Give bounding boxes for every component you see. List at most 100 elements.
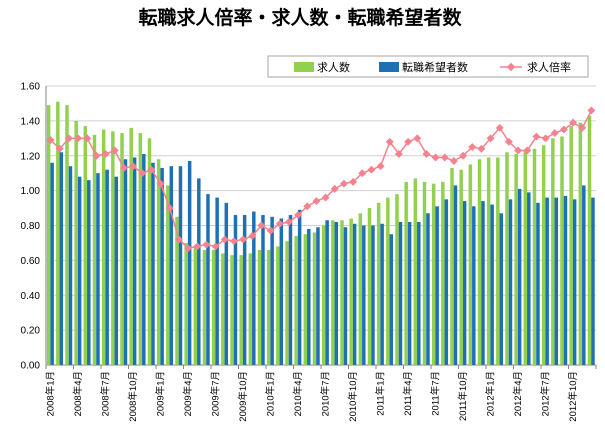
ratio-marker — [422, 150, 431, 158]
ratio-marker — [468, 143, 477, 151]
bar-job-openings — [248, 253, 253, 365]
bar-job-seekers — [123, 159, 128, 365]
bar-job-seekers — [362, 225, 366, 365]
bar-job-seekers — [536, 202, 540, 365]
ratio-marker — [449, 157, 458, 165]
bar-job-openings — [468, 164, 473, 365]
bar-job-seekers — [545, 197, 549, 365]
bar-job-seekers — [380, 223, 384, 365]
bar-job-openings — [331, 220, 335, 365]
ratio-marker — [74, 134, 83, 143]
ratio-marker — [275, 219, 284, 228]
bar-job-seekers — [151, 162, 155, 365]
bar-job-seekers — [215, 197, 219, 365]
x-tick-label: 2008年1月 — [45, 371, 57, 416]
ratio-marker — [532, 132, 541, 141]
bar-job-openings — [193, 246, 198, 365]
ratio-marker — [504, 137, 513, 146]
ratio-marker — [541, 134, 550, 143]
ratio-line — [46, 106, 596, 253]
bar-job-seekers — [307, 228, 311, 365]
ratio-marker — [431, 153, 440, 162]
bar-job-openings — [340, 220, 344, 365]
x-tick-label: 2009年1月 — [155, 371, 167, 416]
ratio-marker — [110, 146, 119, 155]
bar-job-openings — [386, 197, 390, 365]
bar-job-openings — [431, 183, 436, 365]
bar-job-seekers — [490, 204, 494, 365]
ratio-marker — [559, 125, 568, 134]
bar-job-openings — [450, 167, 454, 365]
bar-job-openings — [367, 208, 372, 365]
ratio-marker — [266, 226, 275, 235]
x-tick-label: 2012年10月 — [567, 371, 579, 422]
ratio-marker — [138, 169, 147, 178]
y-tick-label: 1.40 — [21, 116, 41, 127]
x-tick-label: 2009年7月 — [210, 371, 222, 416]
bar-job-openings — [266, 249, 271, 365]
x-tick-label: 2011年1月 — [375, 371, 387, 416]
ratio-marker — [477, 144, 486, 153]
bar-job-openings — [74, 120, 78, 365]
y-tick-label: 1.00 — [21, 186, 41, 197]
bar-job-seekers — [96, 173, 100, 365]
legend-label-job-seekers: 転職希望者数 — [402, 60, 468, 74]
bar-job-seekers — [508, 199, 513, 365]
ratio-marker — [514, 146, 523, 155]
bar-job-seekers — [444, 199, 449, 365]
ratio-marker — [486, 134, 495, 143]
bar-job-seekers — [334, 222, 339, 365]
ratio-marker — [248, 232, 257, 240]
x-axis: 2008年1月 2008年4月 2008年7月 2008年10月 2009年1月 2009… — [45, 365, 597, 422]
bar-job-seekers — [398, 222, 403, 365]
bar-job-openings — [569, 126, 573, 365]
ratio-marker — [413, 134, 422, 143]
ratio-marker — [55, 144, 64, 153]
y-tick-label: 0.80 — [21, 221, 41, 232]
bar-job-seekers — [142, 154, 146, 365]
bar-job-openings — [147, 138, 152, 365]
legend-box — [267, 55, 589, 78]
y-tick-label: 0.40 — [21, 291, 41, 302]
ratio-marker — [358, 169, 367, 178]
legend-swatch-job-openings — [294, 62, 314, 72]
bar-job-openings — [202, 249, 207, 365]
bar-job-openings — [459, 169, 463, 365]
bar-job-seekers — [481, 201, 485, 365]
ratio-marker — [83, 134, 92, 143]
y-tick-label: 0.00 — [21, 361, 41, 372]
bar-job-openings — [496, 157, 500, 365]
x-tick-label: 2010年4月 — [292, 371, 304, 416]
ratio-marker — [367, 165, 376, 174]
bar-job-openings — [221, 253, 225, 365]
bar-job-seekers — [197, 178, 201, 365]
gridlines — [46, 85, 596, 366]
ratio-marker — [312, 197, 321, 206]
bar-job-openings — [514, 154, 518, 365]
ratio-marker — [459, 151, 468, 160]
ratio-marker — [184, 244, 193, 253]
bar-job-openings — [285, 241, 289, 365]
bar-job-openings — [276, 246, 280, 365]
bar-job-openings — [587, 115, 592, 365]
x-tick-label: 2008年4月 — [72, 371, 84, 416]
bar-job-openings — [101, 129, 106, 365]
y-tick-label: 1.20 — [21, 151, 41, 162]
bar-job-seekers — [187, 160, 192, 365]
bar-job-seekers — [435, 206, 439, 365]
bar-job-openings — [532, 148, 537, 365]
bar-job-seekers — [132, 157, 137, 365]
ratio-marker — [211, 242, 220, 251]
y-tick-label: 0.20 — [21, 326, 41, 337]
bar-job-openings — [120, 133, 124, 365]
bar-job-openings — [441, 181, 445, 365]
bar-job-seekers — [114, 176, 119, 365]
bar-job-openings — [422, 181, 427, 365]
bar-job-openings — [46, 105, 51, 366]
ratio-marker — [550, 129, 559, 138]
bars — [46, 101, 595, 366]
bar-job-seekers — [527, 192, 531, 365]
bar-job-openings — [413, 178, 418, 365]
ratio-marker — [294, 211, 303, 219]
